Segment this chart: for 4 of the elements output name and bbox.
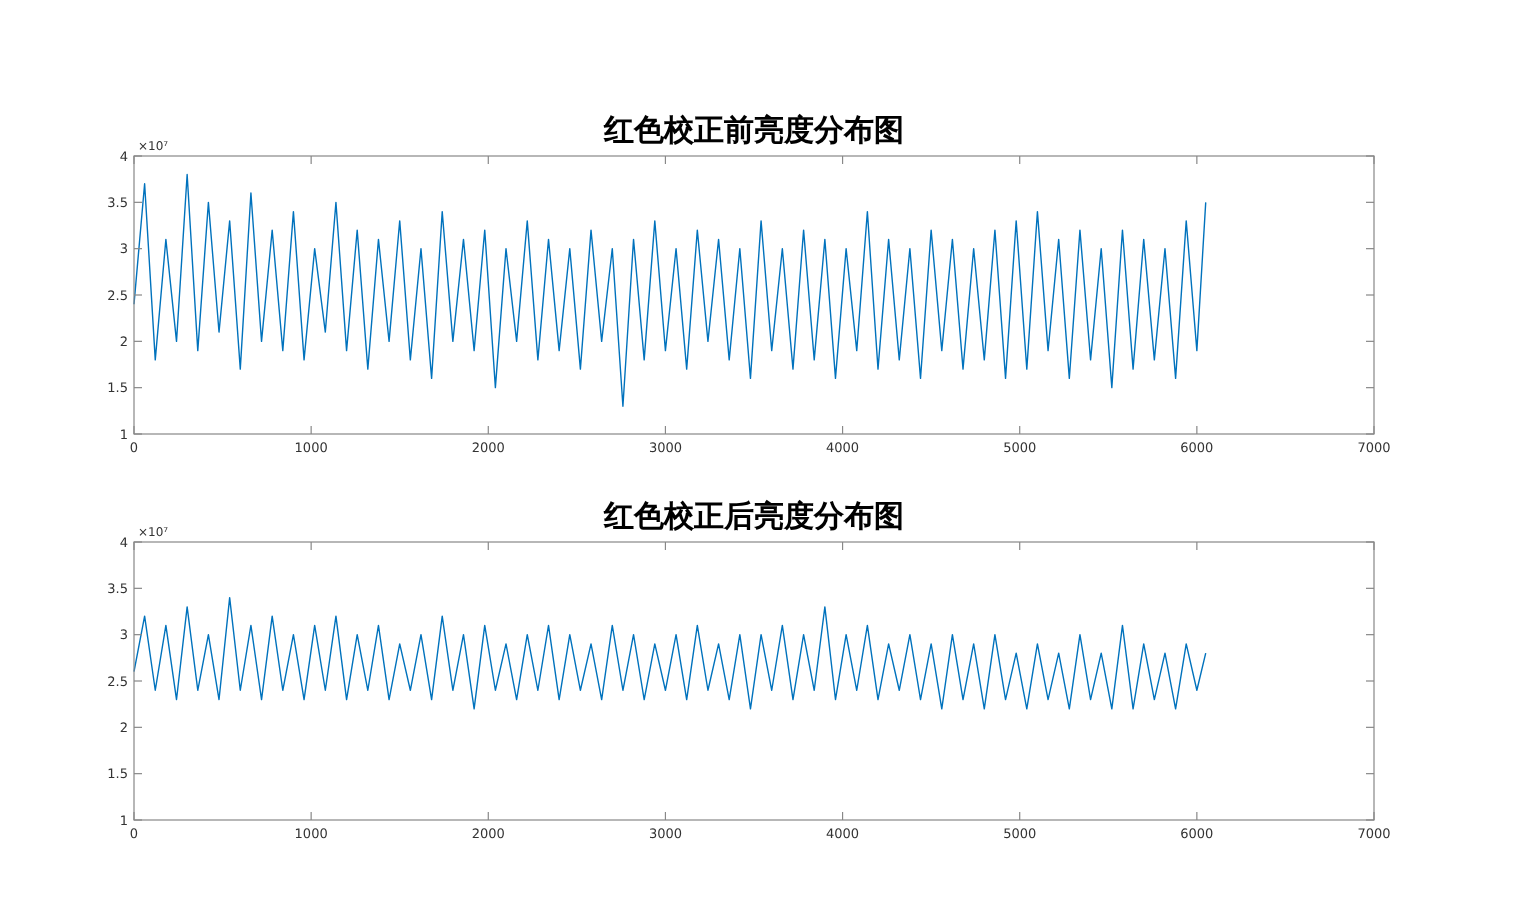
line-series [133, 173, 1207, 407]
chart-title: 红色校正后亮度分布图 [602, 498, 904, 534]
chart-title: 红色校正前亮度分布图 [602, 112, 904, 148]
line-series [133, 596, 1207, 710]
